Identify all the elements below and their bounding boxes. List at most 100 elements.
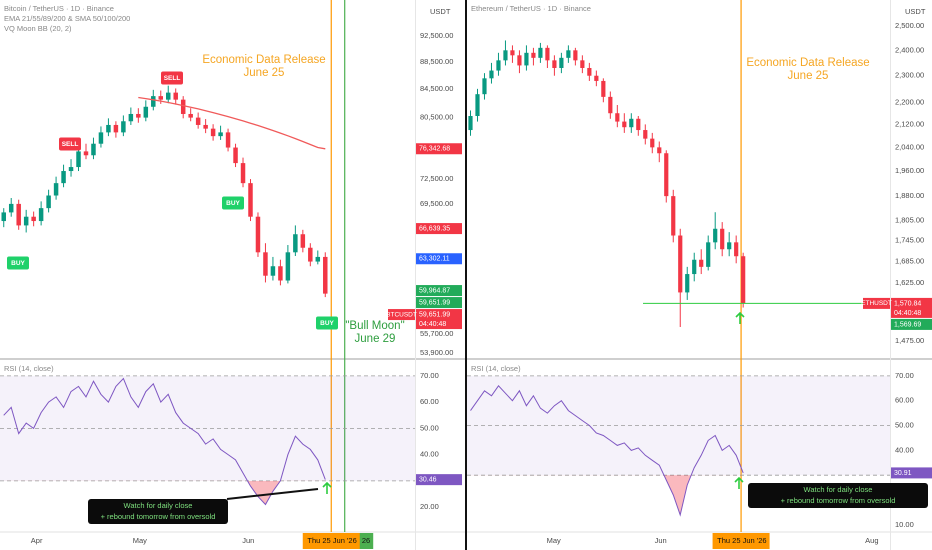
- callout-text: + rebound tomorrow from oversold: [781, 496, 896, 505]
- y-tick-label: 88,500.00: [420, 57, 453, 66]
- price-label: 1,569.69: [894, 321, 921, 328]
- price-label: 30.46: [419, 476, 437, 483]
- signal-label: SELL: [62, 141, 79, 148]
- y-tick-label: 2,300.00: [895, 71, 924, 80]
- symbol-label: BTCUSDT: [386, 311, 417, 318]
- signal-box: [222, 196, 244, 210]
- price-label-box: [416, 474, 462, 486]
- indicator-label: VQ Moon BB (20, 2): [4, 24, 72, 33]
- candle-body: [166, 92, 171, 100]
- candle-body: [580, 60, 585, 68]
- candle-body: [643, 130, 648, 139]
- price-label-box: [891, 318, 932, 330]
- candle-body: [713, 228, 718, 243]
- y-tick-label: 72,500.00: [420, 174, 453, 183]
- candle-body: [218, 132, 223, 137]
- y-tick-label: 1,625.00: [895, 278, 924, 287]
- annotation: Economic Data Release: [202, 54, 325, 66]
- candle-body: [61, 171, 66, 184]
- y-tick-label: 84,500.00: [420, 84, 453, 93]
- candle-body: [308, 247, 313, 262]
- candle-body: [657, 147, 662, 154]
- layout-divider: [465, 0, 467, 550]
- x-tick-label: Apr: [31, 536, 43, 545]
- x-tick-label: May: [133, 536, 147, 545]
- price-label-box: [416, 285, 462, 297]
- countdown: 04:40:48: [894, 310, 921, 317]
- candle-body: [68, 167, 74, 172]
- price-label-box: [416, 143, 462, 155]
- y-tick-label: 60.00: [895, 396, 914, 405]
- candle-body: [121, 121, 126, 133]
- y-tick-label: 10.00: [895, 520, 914, 529]
- date-marker-label: 26: [362, 536, 370, 545]
- pane-title: RSI (14, close): [471, 364, 521, 373]
- candle-body: [552, 60, 557, 68]
- candle-body: [38, 208, 44, 222]
- signal-label: SELL: [164, 75, 181, 82]
- callout-text: Watch for daily close: [124, 501, 193, 510]
- y-tick-label: 69,500.00: [420, 199, 453, 208]
- candle-body: [594, 75, 599, 81]
- candle-body: [53, 183, 59, 196]
- symbol-label: ETHUSDT: [861, 300, 892, 307]
- ema-line: [138, 96, 326, 150]
- callout-text: Watch for daily close: [804, 485, 873, 494]
- candle-body: [566, 50, 571, 58]
- signal-label: BUY: [320, 320, 334, 327]
- rsi-line: [470, 385, 744, 517]
- y-tick-label: 40.00: [895, 445, 914, 454]
- price-label: 59,651.99: [419, 311, 450, 318]
- candle-body: [240, 163, 246, 184]
- indicator-label: EMA 21/55/89/200 & SMA 50/100/200: [4, 14, 130, 23]
- candle-body: [248, 183, 253, 217]
- currency-label: USDT: [905, 7, 926, 16]
- candle-body: [180, 99, 186, 114]
- y-tick-label: 2,040.00: [895, 142, 924, 151]
- price-label: 59,964.87: [419, 287, 450, 294]
- candle-body: [285, 252, 291, 281]
- arrow: [322, 481, 332, 494]
- annotation: "Bull Moon": [345, 320, 404, 332]
- candle-body: [741, 256, 746, 304]
- candle-body: [559, 57, 564, 68]
- y-tick-label: 20.00: [420, 502, 439, 511]
- candle-body: [8, 203, 14, 213]
- candle-body: [510, 50, 515, 56]
- candle-body: [188, 113, 193, 118]
- candle-body: [503, 50, 508, 61]
- y-tick-label: 40.00: [420, 450, 439, 459]
- price-label-box: [416, 223, 462, 235]
- x-tick-label: May: [547, 536, 561, 545]
- candle-body: [615, 113, 620, 122]
- annotation: June 29: [355, 333, 396, 345]
- candle-body: [263, 252, 268, 276]
- candle-body: [727, 242, 732, 250]
- y-tick-label: 60.00: [420, 397, 439, 406]
- price-label: 76,342.68: [419, 146, 450, 153]
- price-label: 59,651.99: [419, 299, 450, 306]
- price-label: 30.91: [894, 470, 912, 477]
- signal-box: [59, 137, 81, 151]
- y-tick-label: 1,475.00: [895, 336, 924, 345]
- signal-label: BUY: [226, 200, 240, 207]
- candle-body: [76, 151, 81, 168]
- y-tick-label: 70.00: [895, 371, 914, 380]
- candle-body: [720, 228, 725, 250]
- y-tick-label: 2,200.00: [895, 97, 924, 106]
- annotation: June 25: [788, 70, 829, 82]
- symbol-box: [388, 309, 415, 321]
- callout-text: + rebound tomorrow from oversold: [101, 512, 216, 521]
- candle-body: [545, 47, 550, 61]
- candle-body: [699, 259, 704, 267]
- y-tick-label: 2,500.00: [895, 21, 924, 30]
- signal-box: [161, 71, 183, 85]
- candle-body: [496, 60, 501, 71]
- candle-body: [210, 128, 216, 137]
- x-tick-label: Aug: [865, 536, 878, 545]
- oversold-fill: [3, 480, 326, 505]
- currency-label: USDT: [430, 7, 451, 16]
- y-tick-label: 53,900.00: [420, 348, 453, 357]
- candle-body: [91, 143, 96, 156]
